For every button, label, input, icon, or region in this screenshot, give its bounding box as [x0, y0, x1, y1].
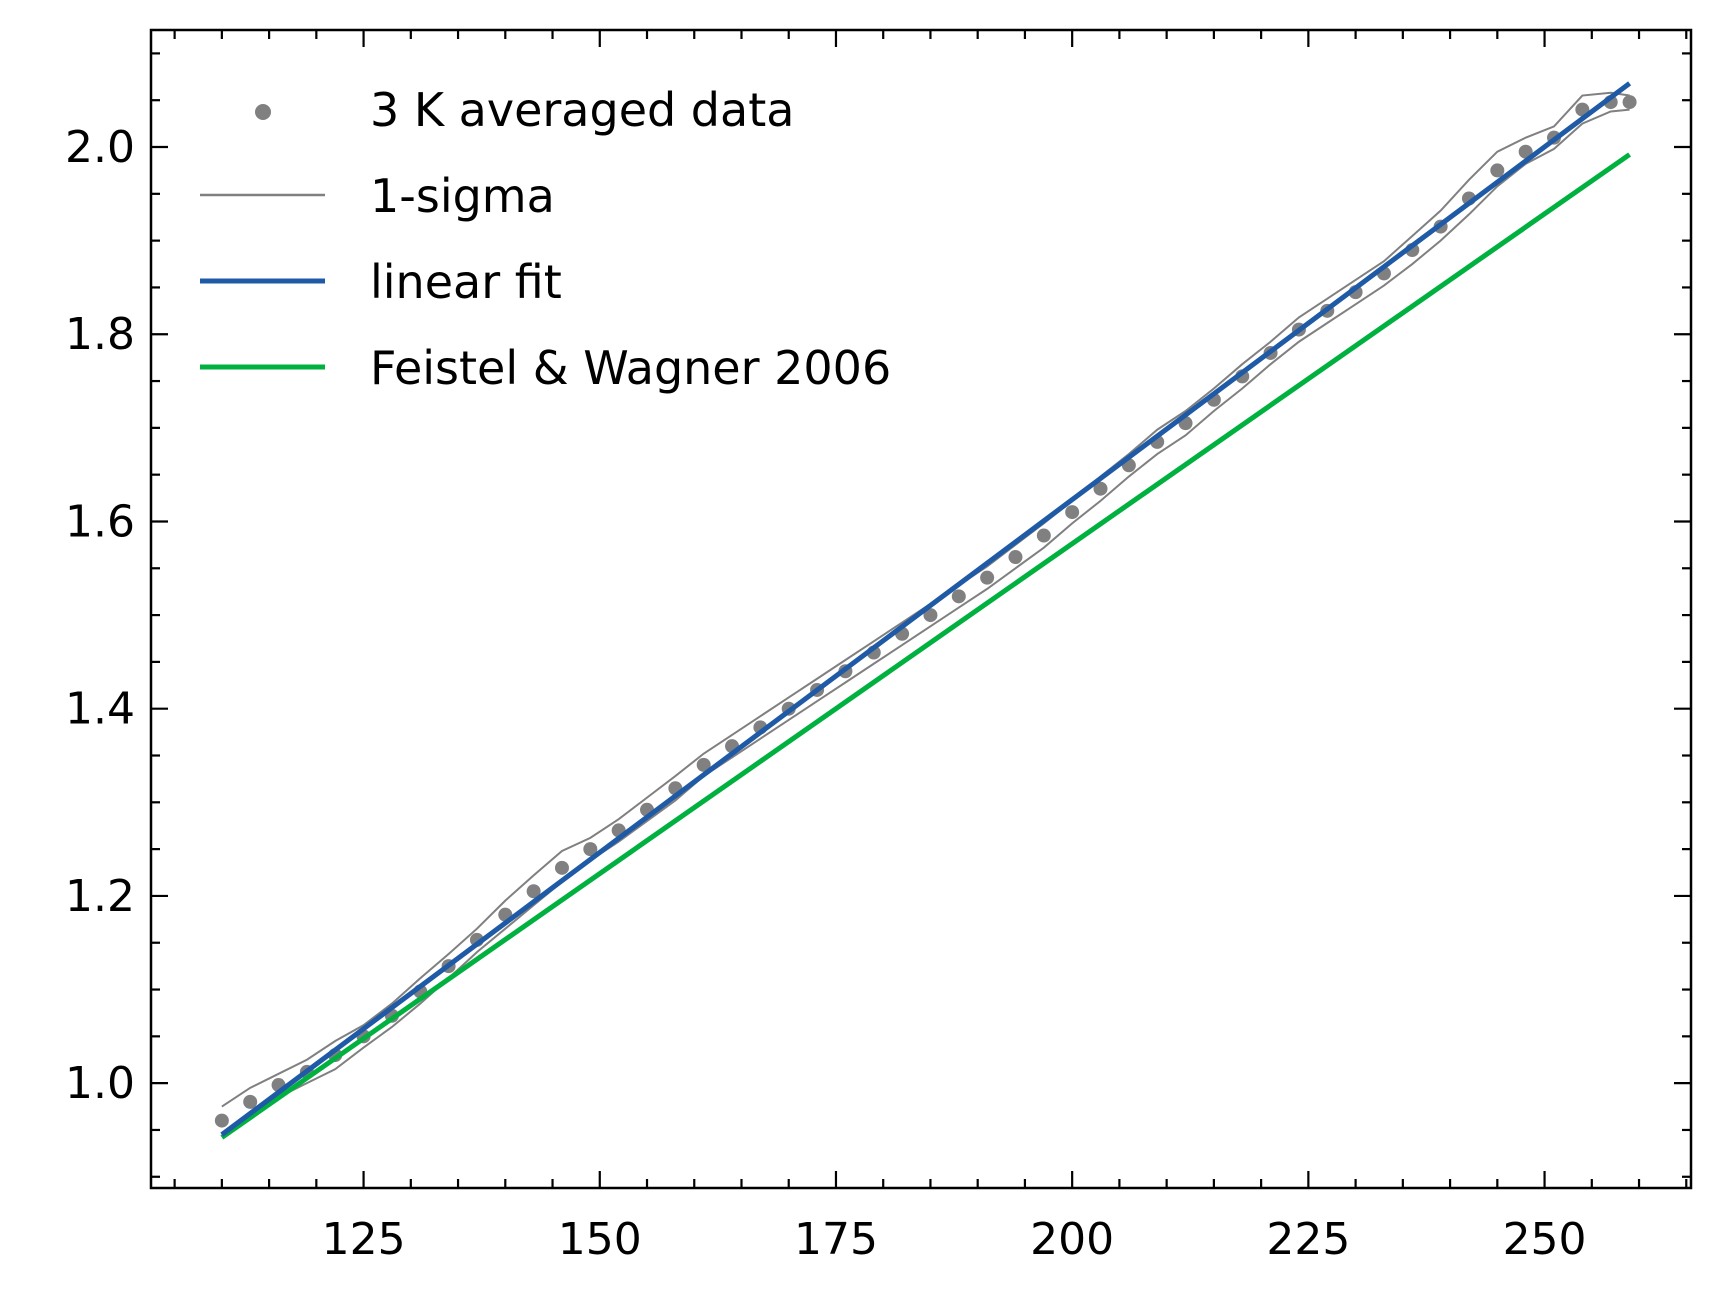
data-point [214, 1113, 229, 1128]
tick-labels: 125 150 175 200 225 250 1.0 1.2 1.4 1.6 1.8 2.0 [65, 122, 1587, 1265]
x-tick-label: 125 [322, 1214, 406, 1265]
y-tick-label: 1.2 [65, 871, 135, 922]
x-tick-label: 250 [1503, 1214, 1587, 1265]
y-tick-label: 1.4 [65, 684, 135, 735]
data-point [554, 860, 569, 875]
linear-fit-line [220, 81, 1632, 1137]
axes-frame [149, 28, 1693, 1190]
feistel-wagner-line [220, 152, 1632, 1140]
x-tick-label: 200 [1030, 1214, 1114, 1265]
legend-label: 1-sigma [370, 169, 555, 223]
legend-label: Feistel & Wagner 2006 [370, 341, 891, 395]
y-tick-label: 2.0 [65, 122, 135, 173]
data-point [980, 570, 995, 585]
data-point [526, 884, 541, 899]
x-tick-label: 175 [794, 1214, 878, 1265]
y-tick-label: 1.0 [65, 1058, 135, 1109]
data-point [243, 1094, 258, 1109]
data-point [1065, 505, 1080, 520]
x-tick-label: 225 [1266, 1214, 1350, 1265]
data-point [696, 757, 711, 772]
legend: 3 K averaged data 1-sigma linear fit Feiste… [200, 83, 891, 395]
y-tick-label: 1.6 [65, 496, 135, 547]
legend-label: linear fit [370, 255, 562, 309]
y-tick-label: 1.8 [65, 309, 135, 360]
data-point [1622, 95, 1637, 110]
legend-label: 3 K averaged data [370, 83, 794, 137]
axis-ticks [151, 30, 1691, 1188]
legend-marker-scatter [255, 104, 271, 120]
data-point [951, 589, 966, 604]
data-point [583, 842, 598, 857]
x-tick-label: 150 [558, 1214, 642, 1265]
data-point [1093, 481, 1108, 496]
data-point [1036, 528, 1051, 543]
plot-area [214, 81, 1637, 1140]
data-point [923, 608, 938, 623]
data-point [1518, 144, 1533, 159]
data-point [1490, 163, 1505, 178]
data-point [1008, 550, 1023, 565]
